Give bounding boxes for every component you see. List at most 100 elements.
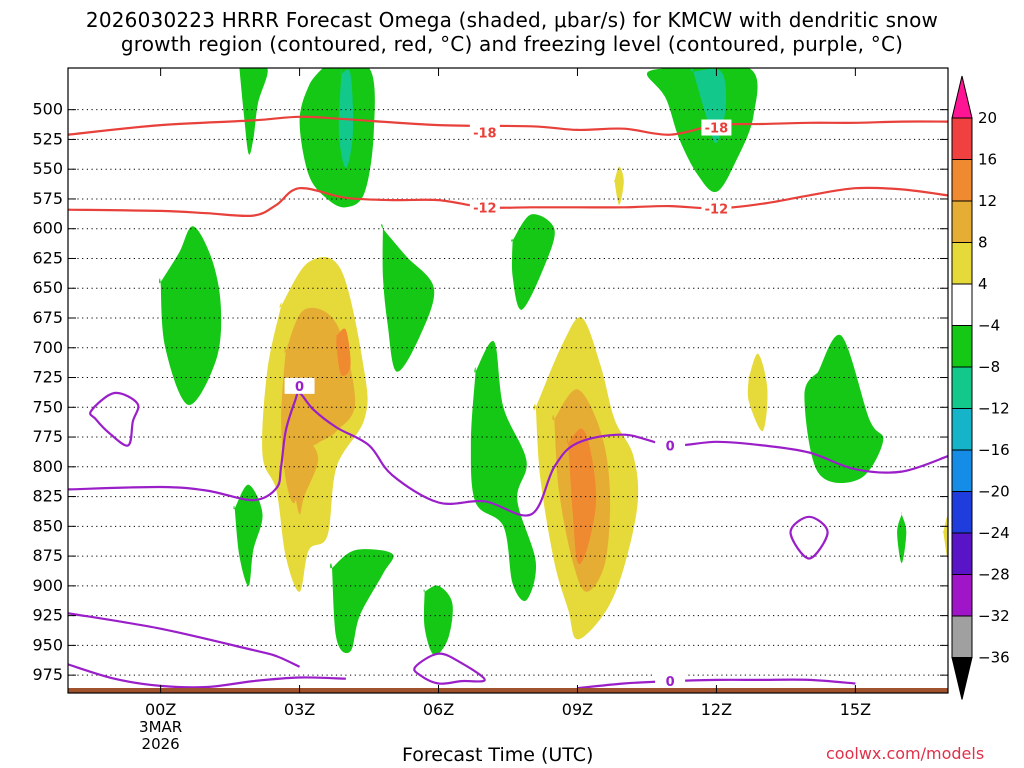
x-tick-label: 09Z <box>562 700 593 719</box>
y-tick-label: 975 <box>32 665 63 684</box>
red-contour-label: -12 <box>473 201 497 216</box>
red-contour-label-bg <box>469 199 500 216</box>
purple-contour-4 <box>413 652 486 685</box>
x-tick-sublabel: 2026 <box>142 735 180 753</box>
y-tick-label: 700 <box>32 338 63 357</box>
plot-frame <box>67 67 949 694</box>
y-tick-label: 725 <box>32 368 63 387</box>
omega-region-5 <box>159 226 222 405</box>
colorbar-label: −32 <box>978 607 1010 625</box>
omega-region-16 <box>293 443 319 515</box>
y-tick-label: 850 <box>32 516 63 535</box>
omega-region-9 <box>233 484 263 586</box>
purple-contour-0 <box>68 391 948 517</box>
y-tick-label: 675 <box>32 308 63 327</box>
colorbar-label: 8 <box>978 234 988 252</box>
axis-labels-layer: 500 525 550 575 600 625 650 675 700 725 750 775 800 8… <box>32 68 948 753</box>
y-tick-label: 750 <box>32 397 63 416</box>
colorbar-segment <box>951 159 973 202</box>
colorbar-segment <box>951 117 973 160</box>
colorbar-label: 4 <box>978 275 988 293</box>
purple-contour-6 <box>789 515 829 560</box>
colorbar-segment <box>951 242 973 285</box>
colorbar-segment <box>951 325 973 368</box>
contour-layer: -18 -18 -12 -12 0 0 0 <box>68 115 948 690</box>
chart-title-line1: 2026030223 HRRR Forecast Omega (shaded, … <box>85 8 939 32</box>
omega-fill-layer <box>159 68 948 656</box>
y-tick-label: 825 <box>32 487 63 506</box>
y-tick-label: 500 <box>32 100 63 119</box>
purple-contour-5 <box>577 678 856 690</box>
colorbar-segment <box>951 532 973 575</box>
y-tick-label: 650 <box>32 278 63 297</box>
colorbar-label: −8 <box>978 358 1000 376</box>
omega-region-13 <box>897 512 907 564</box>
omega-region-23 <box>942 516 948 560</box>
omega-region-6 <box>381 223 435 372</box>
colorbar-bottom-triangle <box>951 657 973 700</box>
x-tick-label: 00Z <box>145 700 176 719</box>
x-axis-label: Forecast Time (UTC) <box>402 744 594 766</box>
omega-region-7 <box>511 214 555 310</box>
y-tick-label: 900 <box>32 576 63 595</box>
y-tick-label: 800 <box>32 457 63 476</box>
grid-layer <box>68 109 948 676</box>
colorbar-label: 16 <box>978 151 997 169</box>
colorbar-top-triangle <box>951 75 973 119</box>
colorbar-segment <box>951 574 973 617</box>
colorbar-label: −28 <box>978 566 1010 584</box>
red-contour-label-bg <box>701 200 732 217</box>
colorbar-segment <box>951 491 973 534</box>
omega-region-1 <box>299 68 375 208</box>
omega-region-0 <box>239 68 268 155</box>
omega-region-12 <box>804 334 884 484</box>
purple-contour-2 <box>68 612 301 668</box>
y-tick-label: 775 <box>32 427 63 446</box>
colorbar-segment <box>951 449 973 492</box>
y-tick-label: 600 <box>32 219 63 238</box>
y-tick-label: 875 <box>32 546 63 565</box>
omega-region-21 <box>613 166 624 205</box>
colorbar-label: −16 <box>978 441 1010 459</box>
colorbar-label: 20 <box>978 109 997 127</box>
omega-region-10 <box>330 549 394 654</box>
colorbar: 20 16 12 8 4 −4 −8 −12 −16 −20 −24 −28 −32 −36 <box>951 75 1010 700</box>
red-contour-label: -18 <box>473 126 497 141</box>
purple-contour-3 <box>68 663 346 689</box>
colorbar-label: −36 <box>978 649 1010 667</box>
x-tick-label: 03Z <box>284 700 315 719</box>
omega-region-20 <box>566 428 597 565</box>
purple-contour-label: 0 <box>295 380 304 395</box>
colorbar-label: 12 <box>978 192 997 210</box>
colorbar-label: −12 <box>978 400 1010 418</box>
chart-title-line2: growth region (contoured, red, °C) and f… <box>120 32 904 56</box>
purple-contour-label: 0 <box>666 439 675 454</box>
purple-contour-label: 0 <box>666 675 675 690</box>
colorbar-segment <box>951 283 973 326</box>
purple-contour-label-bg <box>655 437 686 454</box>
red-contour-label: -12 <box>705 202 729 217</box>
colorbar-segment <box>951 408 973 451</box>
omega-region-8 <box>470 341 537 601</box>
y-tick-label: 925 <box>32 606 63 625</box>
red-contour-label-bg <box>701 119 732 136</box>
purple-contour-1 <box>89 391 140 447</box>
site-credit: coolwx.com/models <box>826 744 985 763</box>
colorbar-label: −24 <box>978 524 1010 542</box>
colorbar-segment <box>951 200 973 243</box>
red-contour-0 <box>68 115 948 136</box>
red-contour-label-bg <box>469 124 500 141</box>
purple-contour-label-bg <box>655 673 686 690</box>
x-tick-label: 12Z <box>701 700 732 719</box>
red-contour-1 <box>68 186 948 218</box>
red-contour-label: -18 <box>705 122 729 137</box>
purple-contour-label-bg <box>284 377 315 394</box>
y-tick-label: 575 <box>32 189 63 208</box>
y-tick-label: 625 <box>32 248 63 267</box>
colorbar-segment <box>951 366 973 409</box>
x-tick-label: 15Z <box>840 700 871 719</box>
x-tick-sublabel: 3MAR <box>139 718 182 736</box>
colorbar-segment <box>951 615 973 658</box>
x-tick-label: 06Z <box>423 700 454 719</box>
